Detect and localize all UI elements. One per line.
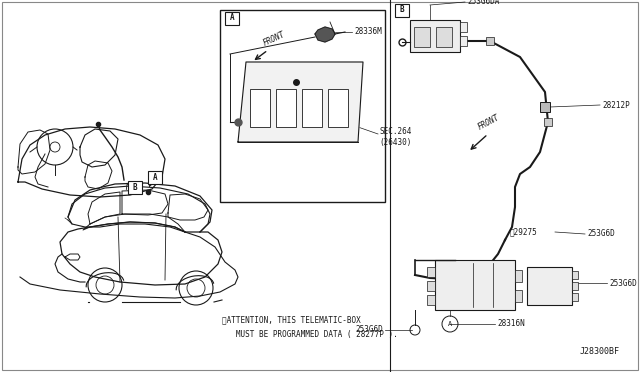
Bar — [544, 118, 552, 126]
Bar — [427, 267, 435, 277]
Text: FRONT: FRONT — [262, 30, 287, 48]
Bar — [225, 12, 239, 25]
Bar — [572, 282, 578, 290]
Bar — [302, 89, 322, 127]
Bar — [427, 295, 435, 305]
Bar — [148, 170, 162, 183]
Bar — [427, 281, 435, 291]
Text: (26430): (26430) — [379, 138, 412, 147]
Bar — [527, 267, 572, 305]
Text: 28316N: 28316N — [497, 320, 525, 328]
Text: 28336M: 28336M — [354, 28, 381, 36]
Bar — [460, 36, 467, 46]
Polygon shape — [238, 62, 363, 142]
Bar — [436, 27, 452, 47]
Bar — [395, 3, 409, 16]
Bar — [250, 89, 270, 127]
Text: 253G6D: 253G6D — [355, 326, 383, 334]
Bar — [220, 10, 385, 202]
Text: ※29275: ※29275 — [510, 228, 538, 237]
Text: 253G6DA: 253G6DA — [467, 0, 499, 6]
Text: 253G6D: 253G6D — [609, 279, 637, 288]
Text: 253G6D: 253G6D — [587, 230, 615, 238]
Bar — [515, 270, 522, 282]
Bar — [572, 271, 578, 279]
Bar — [486, 37, 494, 45]
Text: 28212P: 28212P — [602, 100, 630, 109]
Text: B: B — [400, 6, 404, 15]
Text: ※ATTENTION, THIS TELEMATIC-BOX: ※ATTENTION, THIS TELEMATIC-BOX — [222, 315, 361, 324]
Text: FRONT: FRONT — [476, 113, 500, 132]
Bar — [460, 22, 467, 32]
Bar — [328, 89, 348, 127]
Text: J28300BF: J28300BF — [580, 347, 620, 356]
Text: A: A — [230, 13, 234, 22]
Bar — [572, 293, 578, 301]
Polygon shape — [315, 27, 335, 42]
Bar — [435, 260, 515, 310]
Text: MUST BE PROGRAMMED DATA ( 28277P ).: MUST BE PROGRAMMED DATA ( 28277P ). — [222, 330, 397, 339]
Text: A: A — [153, 173, 157, 182]
Bar — [276, 89, 296, 127]
Text: A: A — [448, 321, 452, 327]
Bar — [540, 102, 550, 112]
Text: B: B — [132, 183, 138, 192]
Bar — [515, 290, 522, 302]
Bar — [414, 27, 430, 47]
Bar — [410, 20, 460, 52]
Bar — [128, 180, 142, 193]
Text: SEC.264: SEC.264 — [379, 128, 412, 137]
